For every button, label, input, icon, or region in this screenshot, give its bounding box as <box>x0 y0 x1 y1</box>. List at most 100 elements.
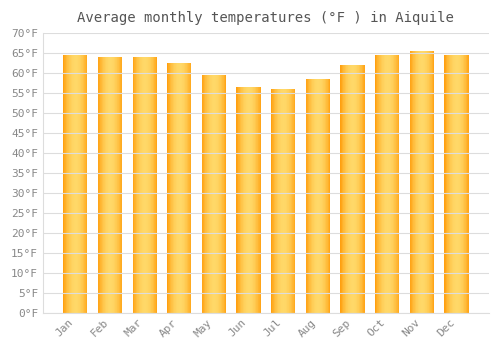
Bar <box>143 57 144 313</box>
Bar <box>282 89 284 313</box>
Bar <box>189 63 190 313</box>
Bar <box>447 55 448 313</box>
Bar <box>431 51 432 313</box>
Bar <box>104 57 105 313</box>
Bar <box>187 63 188 313</box>
Bar <box>412 51 413 313</box>
Bar <box>424 51 425 313</box>
Bar <box>184 63 185 313</box>
Bar <box>132 57 157 313</box>
Bar <box>238 87 239 313</box>
Bar <box>415 51 416 313</box>
Bar <box>362 65 363 313</box>
Bar <box>429 51 430 313</box>
Bar <box>101 57 102 313</box>
Bar <box>285 89 286 313</box>
Bar <box>348 65 349 313</box>
Bar <box>153 57 154 313</box>
Bar <box>188 63 189 313</box>
Bar <box>116 57 117 313</box>
Bar <box>398 55 400 313</box>
Bar <box>275 89 276 313</box>
Bar <box>444 55 468 313</box>
Bar <box>315 79 316 313</box>
Bar <box>378 55 380 313</box>
Bar <box>155 57 156 313</box>
Bar <box>118 57 119 313</box>
Bar <box>382 55 383 313</box>
Bar <box>458 55 459 313</box>
Bar <box>84 55 85 313</box>
Bar <box>180 63 181 313</box>
Bar <box>239 87 240 313</box>
Bar <box>395 55 396 313</box>
Bar <box>106 57 107 313</box>
Bar <box>421 51 422 313</box>
Bar <box>383 55 384 313</box>
Bar <box>457 55 458 313</box>
Bar <box>66 55 67 313</box>
Bar <box>63 55 88 313</box>
Bar <box>430 51 431 313</box>
Bar <box>249 87 250 313</box>
Bar <box>390 55 391 313</box>
Bar <box>186 63 187 313</box>
Bar <box>214 75 215 313</box>
Bar <box>209 75 210 313</box>
Bar <box>220 75 221 313</box>
Bar <box>309 79 310 313</box>
Bar <box>215 75 216 313</box>
Bar <box>99 57 100 313</box>
Bar <box>464 55 465 313</box>
Bar <box>136 57 137 313</box>
Bar <box>354 65 355 313</box>
Bar <box>169 63 170 313</box>
Bar <box>284 89 285 313</box>
Bar <box>294 89 295 313</box>
Bar <box>243 87 244 313</box>
Bar <box>134 57 135 313</box>
Bar <box>141 57 142 313</box>
Bar <box>295 89 296 313</box>
Bar <box>358 65 359 313</box>
Bar <box>394 55 395 313</box>
Bar <box>138 57 139 313</box>
Bar <box>78 55 79 313</box>
Bar <box>133 57 134 313</box>
Bar <box>420 51 421 313</box>
Bar <box>356 65 357 313</box>
Bar <box>347 65 348 313</box>
Bar <box>167 63 168 313</box>
Bar <box>175 63 176 313</box>
Bar <box>463 55 464 313</box>
Bar <box>109 57 110 313</box>
Bar <box>98 57 99 313</box>
Bar <box>146 57 147 313</box>
Bar <box>100 57 101 313</box>
Bar <box>210 75 211 313</box>
Bar <box>311 79 312 313</box>
Bar <box>80 55 81 313</box>
Bar <box>140 57 141 313</box>
Bar <box>413 51 414 313</box>
Bar <box>202 75 203 313</box>
Bar <box>271 89 272 313</box>
Bar <box>385 55 386 313</box>
Bar <box>454 55 456 313</box>
Bar <box>70 55 71 313</box>
Bar <box>202 75 226 313</box>
Bar <box>352 65 353 313</box>
Bar <box>342 65 343 313</box>
Bar <box>119 57 120 313</box>
Bar <box>183 63 184 313</box>
Bar <box>68 55 70 313</box>
Bar <box>306 79 307 313</box>
Bar <box>359 65 360 313</box>
Bar <box>290 89 291 313</box>
Bar <box>113 57 114 313</box>
Bar <box>392 55 394 313</box>
Bar <box>278 89 279 313</box>
Bar <box>176 63 177 313</box>
Bar <box>418 51 419 313</box>
Bar <box>355 65 356 313</box>
